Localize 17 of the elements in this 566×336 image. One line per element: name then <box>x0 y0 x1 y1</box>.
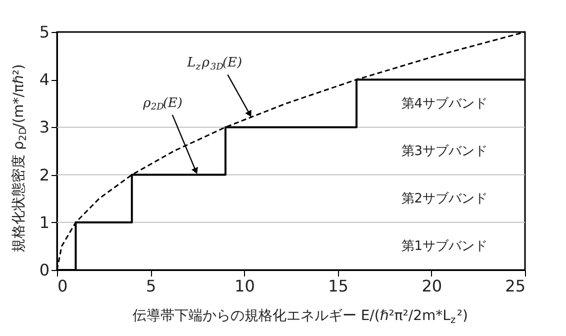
x-tick-label: 25 <box>505 276 526 296</box>
y-tick-label: 3 <box>39 118 50 137</box>
annotation: 第1サブバンド <box>401 239 488 254</box>
y-axis-title: 規格化状態密度 ρ2D/(m*/πℏ²) <box>11 64 30 252</box>
y-tick-label: 1 <box>39 212 50 232</box>
x-tick-label: 0 <box>58 276 68 296</box>
y-tick-label: 4 <box>39 70 50 90</box>
y-tick-label: 5 <box>39 22 50 42</box>
y-tick-label: 2 <box>39 165 50 184</box>
x-tick-label: 10 <box>234 276 255 296</box>
y-tick-label: 0 <box>39 260 50 280</box>
x-tick-label: 20 <box>422 276 442 296</box>
annotation: 第2サブバンド <box>401 192 488 207</box>
annotation: 第4サブバンド <box>401 96 488 112</box>
x-tick-label: 5 <box>146 276 156 296</box>
annotation: 第3サブバンド <box>401 144 488 159</box>
x-tick-label: 15 <box>328 276 348 296</box>
